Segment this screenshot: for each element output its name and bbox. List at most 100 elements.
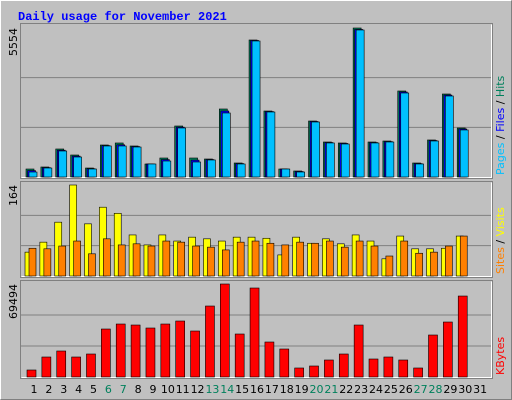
bar	[115, 323, 126, 378]
bar	[370, 142, 380, 178]
bar	[207, 246, 215, 277]
plot-bevel	[21, 281, 492, 378]
x-tick-label: 27	[414, 383, 428, 396]
legend: Sites / Visits	[494, 207, 507, 274]
legend: Pages / Files / Hits	[494, 75, 507, 175]
bar	[415, 252, 423, 277]
bar	[162, 160, 172, 178]
x-tick-label: 7	[120, 383, 127, 396]
bar	[84, 223, 92, 277]
bar	[177, 241, 185, 277]
y-tick-label: 164	[7, 185, 20, 206]
bar	[222, 112, 231, 178]
bar	[326, 240, 334, 277]
bar	[281, 244, 290, 277]
x-tick-label: 31	[473, 383, 487, 396]
bar	[43, 167, 53, 178]
legend-separator: /	[494, 132, 507, 143]
bar	[205, 305, 215, 378]
bar	[398, 359, 409, 378]
x-tick-label: 1	[31, 383, 38, 396]
bar	[430, 251, 438, 277]
bar	[266, 111, 276, 178]
y-tick-label: 5554	[7, 28, 20, 56]
bar	[309, 365, 319, 378]
bar	[28, 171, 38, 178]
bar	[430, 140, 439, 178]
bar	[340, 246, 349, 277]
bar	[251, 40, 261, 178]
legend-separator: /	[494, 97, 507, 108]
bar	[353, 324, 364, 378]
bar	[69, 184, 77, 277]
bar	[385, 255, 394, 277]
x-tick-label: 28	[428, 383, 442, 396]
bar	[385, 141, 395, 178]
x-tick-label: 21	[324, 383, 338, 396]
legend: KBytes	[494, 337, 507, 375]
plot-bevel	[21, 24, 492, 178]
bar	[443, 321, 453, 378]
bar	[147, 245, 156, 277]
bar	[249, 287, 260, 378]
bar	[413, 367, 423, 378]
bar	[459, 235, 468, 277]
bar	[207, 159, 216, 178]
bar	[445, 95, 454, 178]
bar	[56, 350, 67, 378]
x-tick-label: 12	[191, 383, 205, 396]
bar	[130, 324, 141, 378]
bar	[145, 327, 156, 378]
legend-entry: Sites	[494, 247, 507, 274]
bar	[400, 92, 410, 178]
bar	[220, 283, 230, 378]
bar	[117, 244, 126, 277]
bar	[281, 168, 291, 178]
x-tick-label: 20	[310, 383, 324, 396]
x-tick-label: 16	[250, 383, 264, 396]
bar	[296, 171, 305, 178]
bar	[400, 240, 409, 277]
x-tick-label: 19	[295, 383, 309, 396]
bar	[234, 333, 245, 378]
bar	[192, 245, 200, 277]
bar	[160, 323, 171, 378]
bar	[101, 328, 111, 378]
bar	[88, 253, 96, 277]
bar	[73, 240, 81, 277]
bar	[266, 242, 275, 277]
bar	[311, 242, 319, 277]
bar	[370, 245, 379, 277]
bar	[58, 245, 67, 277]
x-tick-label: 10	[161, 383, 175, 396]
bar	[355, 29, 365, 178]
legend-entry: Pages	[494, 142, 507, 175]
x-tick-label: 17	[265, 383, 279, 396]
bar	[222, 249, 230, 277]
y-tick-label: 69494	[7, 284, 20, 319]
bar	[103, 145, 112, 178]
bar	[28, 247, 37, 277]
bar	[88, 168, 97, 178]
bar	[383, 356, 394, 378]
bar	[132, 243, 141, 277]
x-tick-label: 26	[399, 383, 413, 396]
bar	[415, 163, 424, 178]
bar	[338, 353, 349, 378]
bar	[117, 145, 127, 178]
x-tick-label: 6	[105, 383, 112, 396]
bar	[43, 248, 52, 277]
legend-entry: KBytes	[494, 337, 507, 375]
bar	[457, 295, 468, 378]
x-tick-label: 11	[176, 383, 190, 396]
x-tick-label: 15	[235, 383, 249, 396]
bar	[132, 146, 142, 178]
bar	[103, 238, 111, 277]
x-tick-label: 18	[280, 383, 294, 396]
bar	[326, 142, 335, 178]
chart-title: Daily usage for November 2021	[18, 10, 227, 24]
x-tick-label: 9	[149, 383, 156, 396]
bar	[41, 356, 52, 378]
